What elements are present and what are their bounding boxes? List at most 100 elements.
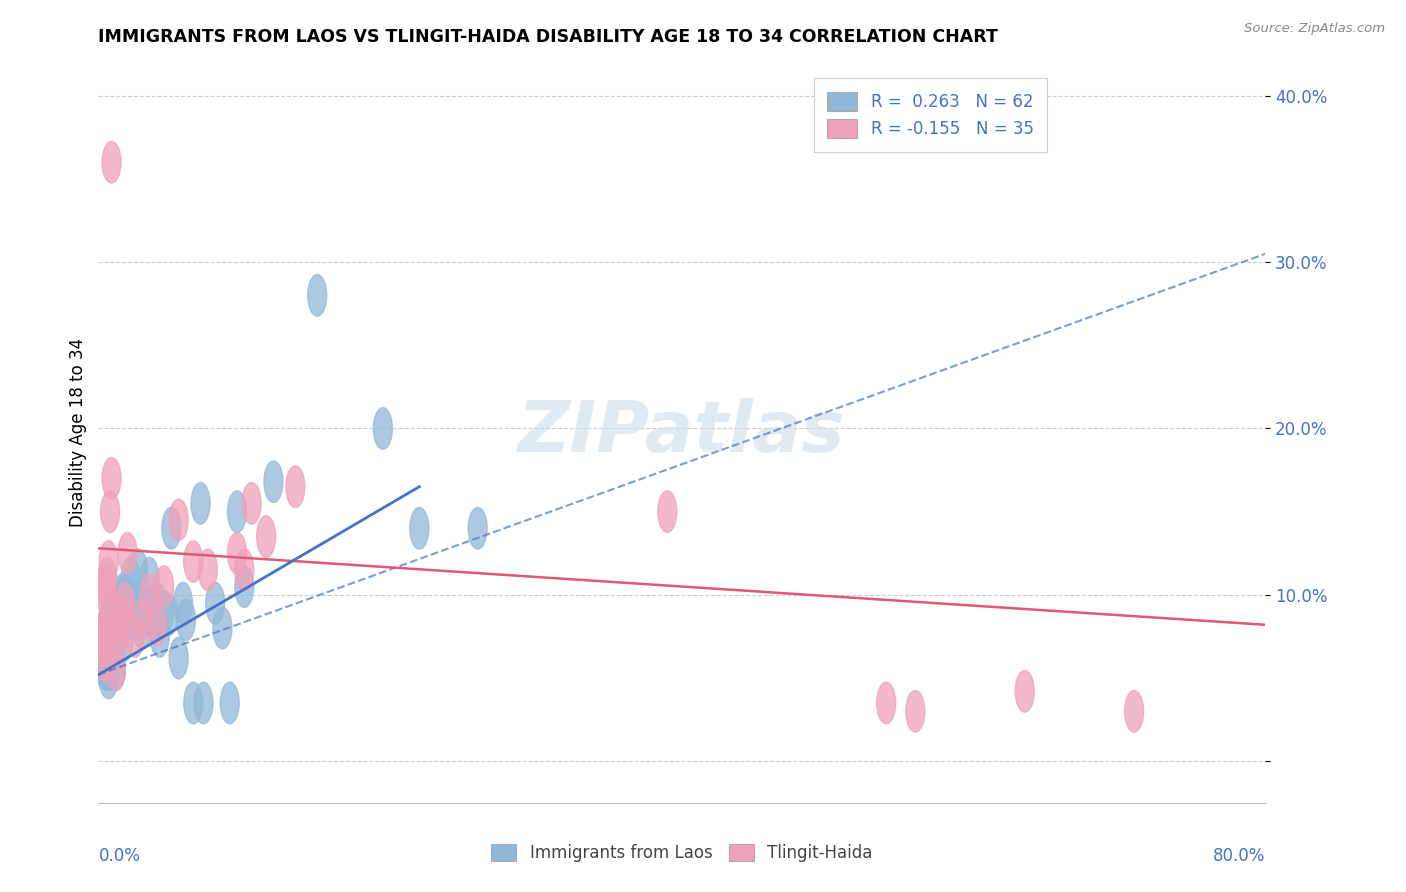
- Ellipse shape: [100, 607, 118, 648]
- Text: ZIPatlas: ZIPatlas: [519, 398, 845, 467]
- Text: 80.0%: 80.0%: [1213, 847, 1265, 865]
- Ellipse shape: [111, 591, 129, 632]
- Ellipse shape: [107, 627, 125, 669]
- Ellipse shape: [111, 582, 129, 624]
- Ellipse shape: [257, 516, 276, 558]
- Ellipse shape: [132, 599, 152, 640]
- Ellipse shape: [101, 615, 120, 657]
- Ellipse shape: [374, 408, 392, 450]
- Ellipse shape: [118, 533, 136, 574]
- Ellipse shape: [100, 632, 118, 673]
- Ellipse shape: [308, 275, 326, 316]
- Ellipse shape: [141, 574, 159, 615]
- Ellipse shape: [96, 607, 115, 648]
- Ellipse shape: [112, 574, 131, 615]
- Ellipse shape: [115, 594, 134, 636]
- Ellipse shape: [100, 648, 118, 690]
- Ellipse shape: [184, 682, 202, 723]
- Ellipse shape: [115, 574, 134, 615]
- Ellipse shape: [169, 637, 188, 679]
- Ellipse shape: [905, 690, 925, 732]
- Ellipse shape: [96, 574, 115, 615]
- Text: IMMIGRANTS FROM LAOS VS TLINGIT-HAIDA DISABILITY AGE 18 TO 34 CORRELATION CHART: IMMIGRANTS FROM LAOS VS TLINGIT-HAIDA DI…: [98, 28, 998, 45]
- Legend: Immigrants from Laos, Tlingit-Haida: Immigrants from Laos, Tlingit-Haida: [485, 837, 879, 869]
- Ellipse shape: [1125, 690, 1143, 732]
- Ellipse shape: [125, 582, 145, 624]
- Ellipse shape: [100, 541, 118, 582]
- Ellipse shape: [155, 591, 173, 632]
- Ellipse shape: [107, 648, 125, 690]
- Ellipse shape: [191, 483, 209, 524]
- Ellipse shape: [658, 491, 676, 533]
- Ellipse shape: [100, 640, 118, 682]
- Ellipse shape: [100, 624, 118, 665]
- Ellipse shape: [100, 615, 118, 657]
- Ellipse shape: [124, 599, 143, 640]
- Ellipse shape: [148, 604, 166, 646]
- Ellipse shape: [205, 582, 225, 624]
- Ellipse shape: [100, 599, 118, 640]
- Ellipse shape: [96, 648, 115, 690]
- Ellipse shape: [103, 142, 121, 183]
- Ellipse shape: [118, 582, 136, 624]
- Ellipse shape: [242, 483, 262, 524]
- Ellipse shape: [135, 587, 155, 629]
- Ellipse shape: [1015, 671, 1035, 712]
- Ellipse shape: [104, 582, 122, 624]
- Ellipse shape: [235, 549, 253, 591]
- Ellipse shape: [128, 549, 148, 591]
- Ellipse shape: [235, 566, 253, 607]
- Ellipse shape: [169, 500, 188, 541]
- Ellipse shape: [103, 458, 121, 500]
- Ellipse shape: [221, 682, 239, 723]
- Ellipse shape: [96, 624, 115, 665]
- Ellipse shape: [101, 624, 120, 665]
- Ellipse shape: [96, 615, 115, 657]
- Ellipse shape: [101, 491, 120, 533]
- Text: 0.0%: 0.0%: [98, 847, 141, 865]
- Ellipse shape: [145, 599, 163, 640]
- Ellipse shape: [198, 549, 218, 591]
- Ellipse shape: [96, 632, 115, 673]
- Ellipse shape: [115, 582, 134, 624]
- Ellipse shape: [110, 615, 128, 657]
- Ellipse shape: [468, 508, 486, 549]
- Ellipse shape: [177, 599, 195, 640]
- Ellipse shape: [96, 615, 115, 657]
- Ellipse shape: [173, 582, 193, 624]
- Y-axis label: Disability Age 18 to 34: Disability Age 18 to 34: [69, 338, 87, 527]
- Ellipse shape: [141, 558, 159, 599]
- Ellipse shape: [114, 621, 132, 662]
- Ellipse shape: [101, 599, 120, 640]
- Ellipse shape: [96, 640, 115, 682]
- Ellipse shape: [111, 604, 129, 646]
- Ellipse shape: [96, 607, 115, 648]
- Ellipse shape: [264, 461, 283, 502]
- Ellipse shape: [96, 566, 115, 607]
- Ellipse shape: [112, 594, 131, 636]
- Ellipse shape: [411, 508, 429, 549]
- Ellipse shape: [129, 591, 149, 632]
- Ellipse shape: [125, 615, 145, 657]
- Ellipse shape: [184, 541, 202, 582]
- Ellipse shape: [877, 682, 896, 723]
- Ellipse shape: [97, 558, 117, 599]
- Ellipse shape: [139, 594, 157, 636]
- Ellipse shape: [285, 466, 305, 508]
- Ellipse shape: [103, 591, 121, 632]
- Ellipse shape: [107, 648, 125, 690]
- Ellipse shape: [132, 607, 152, 648]
- Ellipse shape: [228, 533, 246, 574]
- Ellipse shape: [148, 582, 166, 624]
- Ellipse shape: [121, 558, 141, 599]
- Ellipse shape: [96, 640, 115, 682]
- Ellipse shape: [108, 615, 127, 657]
- Ellipse shape: [150, 615, 169, 657]
- Ellipse shape: [103, 640, 121, 682]
- Ellipse shape: [155, 566, 173, 607]
- Ellipse shape: [100, 657, 118, 698]
- Ellipse shape: [159, 594, 179, 636]
- Ellipse shape: [110, 604, 128, 646]
- Ellipse shape: [194, 682, 212, 723]
- Ellipse shape: [228, 491, 246, 533]
